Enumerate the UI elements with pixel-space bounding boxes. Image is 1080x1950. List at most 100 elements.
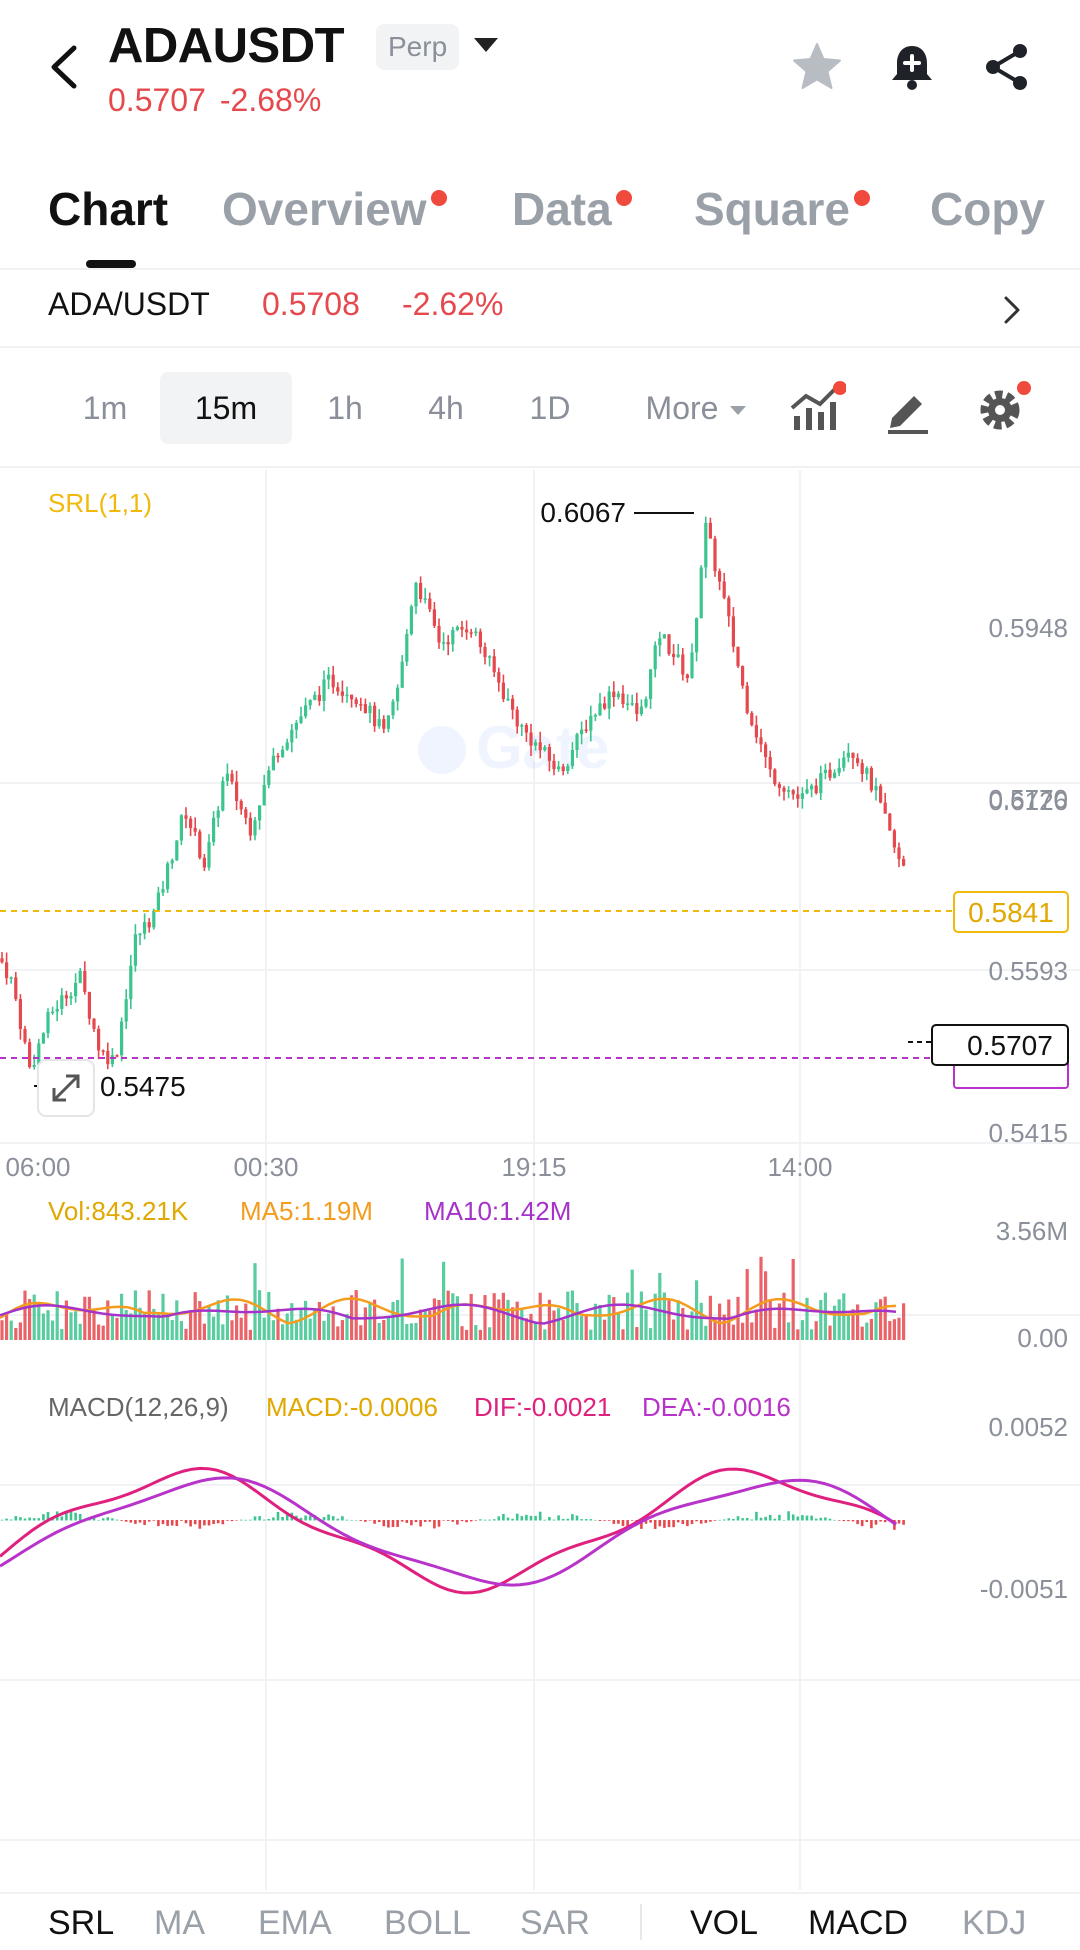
symbol-title[interactable]: ADAUSDT [108, 19, 345, 73]
candle-body [294, 722, 298, 730]
candle-body [9, 977, 13, 979]
macd-bar [115, 1519, 119, 1521]
macd-bar [782, 1519, 786, 1521]
volume-bar [308, 1318, 312, 1340]
volume-bar [713, 1319, 717, 1340]
interval-1m[interactable]: 1m [82, 390, 128, 426]
candle-body [515, 709, 519, 727]
chevron-down-icon[interactable] [474, 38, 498, 52]
indicator-vol[interactable]: VOL [690, 1904, 759, 1942]
bell-plus-icon[interactable] [885, 40, 939, 94]
candle-body [584, 729, 588, 732]
volume-bar [837, 1299, 841, 1340]
share-icon[interactable] [980, 40, 1034, 94]
volume-bar [764, 1271, 768, 1340]
candle-body [124, 999, 128, 1022]
current-price-tag [931, 1024, 1069, 1066]
candle-body [363, 704, 367, 714]
candle-body [534, 742, 538, 746]
more-intervals-button[interactable]: More [626, 372, 766, 444]
candle-body [713, 538, 717, 572]
macd-bar [221, 1520, 225, 1525]
macd-bar [566, 1518, 570, 1521]
volume-bar [750, 1322, 754, 1340]
macd-bar [364, 1520, 367, 1522]
indicator-kdj[interactable]: KDJ [962, 1904, 1027, 1942]
candle-body [529, 732, 533, 746]
candle-body [768, 757, 772, 770]
candle-body [543, 747, 547, 751]
dif-line [0, 1466, 897, 1595]
tab-data[interactable]: Data [512, 182, 632, 236]
indicator-macd[interactable]: MACD [808, 1904, 909, 1942]
candle-body [133, 934, 137, 966]
contract-type-badge[interactable]: Perp [376, 24, 460, 70]
tab-copy[interactable]: Copy [930, 182, 1045, 236]
chevron-right-icon[interactable] [1000, 294, 1024, 326]
tab-square[interactable]: Square [694, 182, 870, 236]
expand-fullscreen-icon[interactable] [37, 1059, 95, 1117]
volume-bar [129, 1313, 133, 1340]
candles [0, 516, 906, 1074]
candle-body [74, 983, 78, 997]
candle-body [782, 787, 786, 792]
volume-bar [865, 1322, 869, 1340]
spot-pair-row[interactable]: ADA/USDT 0.5708 -2.62% [0, 272, 1080, 348]
volume-bar [18, 1322, 22, 1340]
volume-bar [515, 1301, 519, 1340]
notification-dot [853, 190, 870, 206]
macd-bar [709, 1520, 712, 1522]
candle-body [60, 995, 64, 1009]
candle-body [800, 793, 804, 799]
indicator-sar[interactable]: SAR [520, 1904, 590, 1942]
star-icon[interactable] [790, 40, 844, 94]
macd-bar [865, 1520, 869, 1522]
volume-bar [166, 1313, 170, 1340]
volume-bar [120, 1293, 124, 1340]
interval-15m[interactable]: 15m [160, 372, 292, 444]
volume-bar [78, 1323, 82, 1340]
volume-bar [184, 1328, 188, 1340]
candle-body [856, 758, 860, 764]
macd-bar [543, 1519, 547, 1521]
candle-body [805, 789, 809, 794]
tab-overview[interactable]: Overview [222, 182, 447, 236]
macd-bar [529, 1515, 533, 1521]
volume-bar [676, 1300, 680, 1340]
volume-bar [483, 1295, 487, 1340]
volume-bar [460, 1326, 464, 1340]
vol-ma5: MA5:1.19M [240, 1196, 373, 1226]
indicator-ema[interactable]: EMA [258, 1904, 332, 1942]
volume-bar [74, 1311, 78, 1340]
candle-body [547, 747, 551, 761]
draw-pencil-icon[interactable] [878, 378, 938, 438]
macd-bar [69, 1510, 73, 1521]
interval-4h[interactable]: 4h [428, 390, 464, 426]
macd-bar [667, 1520, 671, 1528]
candle-body [386, 715, 390, 729]
indicator-boll[interactable]: BOLL [384, 1904, 471, 1942]
indicator-ma[interactable]: MA [154, 1904, 205, 1942]
settings-gear-icon[interactable] [972, 378, 1032, 438]
volume-bar [511, 1307, 515, 1340]
macd-bar [874, 1520, 878, 1525]
candlestick-chart[interactable]: Gate SRL(1,1) 0.5841 0.5707 0.6067 0.547… [0, 443, 1080, 1890]
volume-bar [892, 1319, 896, 1340]
indicator-srl[interactable]: SRL [48, 1904, 115, 1942]
interval-1h[interactable]: 1h [327, 390, 363, 426]
candle-body [336, 687, 340, 692]
candle-body [143, 922, 147, 934]
macd-bar [699, 1520, 703, 1524]
volume-bar [152, 1308, 156, 1340]
candle-body [483, 647, 487, 658]
macd-bar [626, 1520, 629, 1527]
interval-1d[interactable]: 1D [529, 390, 571, 426]
candle-body [644, 699, 648, 707]
candle-body [345, 694, 349, 697]
last-price: 0.5707 [108, 82, 206, 118]
back-arrow-icon[interactable] [44, 42, 84, 92]
tab-chart[interactable]: Chart [48, 182, 168, 236]
indicators-icon[interactable] [786, 378, 846, 438]
volume-bar [322, 1320, 326, 1340]
chart-area[interactable]: Gate SRL(1,1) 0.5841 0.5707 0.6067 0.547… [0, 443, 1080, 1890]
